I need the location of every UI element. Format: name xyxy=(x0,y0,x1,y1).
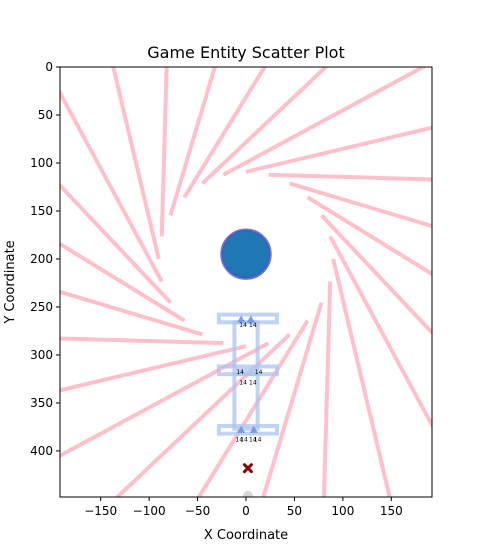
ray-line xyxy=(321,281,333,497)
ray-line xyxy=(261,301,324,497)
ray-line xyxy=(60,344,247,393)
triangle-marker xyxy=(237,425,246,433)
ray-line xyxy=(289,181,432,229)
x-tick-label: 150 xyxy=(380,504,403,518)
point-label: 14 xyxy=(249,380,257,387)
ray-line xyxy=(222,67,428,177)
x-axis-title: X Coordinate xyxy=(204,528,288,543)
y-tick-label: 150 xyxy=(30,204,53,218)
x-tick-label: −50 xyxy=(185,504,210,518)
ray-line xyxy=(114,333,291,497)
ray-line xyxy=(60,289,203,337)
x-tick-label: −150 xyxy=(84,504,117,518)
point-label: 14 xyxy=(235,436,243,443)
x-axis: −150 −100 −50 0 50 100 150 xyxy=(84,497,403,518)
y-tick-label: 200 xyxy=(30,252,53,266)
structure-rect xyxy=(216,423,279,436)
y-tick-label: 0 xyxy=(45,60,53,74)
player-marker xyxy=(220,228,272,280)
ray-line xyxy=(245,125,432,174)
x-tick-label: 100 xyxy=(331,504,354,518)
ray-line xyxy=(268,172,432,182)
y-axis: 0 50 100 150 200 250 300 350 400 xyxy=(30,60,60,458)
y-tick-label: 50 xyxy=(38,108,53,122)
ray-line xyxy=(328,235,432,430)
ghost-marker xyxy=(242,491,253,497)
y-tick-label: 350 xyxy=(30,396,53,410)
point-label: 14 xyxy=(249,322,257,329)
structure-rect xyxy=(232,372,260,431)
point-label: 14 xyxy=(254,436,262,443)
ray-line xyxy=(60,182,172,304)
ray-line xyxy=(159,67,169,237)
ray-line xyxy=(60,88,164,283)
ray-line xyxy=(60,341,270,458)
point-label: 14 xyxy=(255,369,263,376)
ray-line xyxy=(201,67,329,185)
ray-line xyxy=(182,67,268,199)
enemy-marker xyxy=(242,463,253,474)
y-tick-label: 300 xyxy=(30,348,53,362)
y-axis-title: Y Coordinate xyxy=(3,240,18,324)
x-tick-label: −100 xyxy=(133,504,166,518)
triangle-marker xyxy=(249,425,258,433)
structure-rect xyxy=(232,320,260,373)
point-label: 14 xyxy=(236,369,244,376)
y-tick-label: 100 xyxy=(30,156,53,170)
ray-line xyxy=(111,67,161,260)
x-tick-label: 50 xyxy=(287,504,302,518)
triangle-marker xyxy=(246,315,255,323)
chart-title: Game Entity Scatter Plot xyxy=(147,43,344,62)
triangle-marker xyxy=(237,315,246,323)
ray-line xyxy=(306,195,432,277)
point-label: 14 xyxy=(239,380,247,387)
ray-line xyxy=(60,336,224,346)
point-label: 14 xyxy=(249,436,257,443)
ray-line xyxy=(168,67,217,216)
ray-line xyxy=(60,241,186,323)
point-label: 14 xyxy=(240,436,248,443)
ray-line xyxy=(320,213,432,336)
x-tick-label: 0 xyxy=(242,504,250,518)
ray-line xyxy=(331,258,392,497)
y-tick-label: 250 xyxy=(30,300,53,314)
y-tick-label: 400 xyxy=(30,444,53,458)
point-label: 14 xyxy=(239,322,247,329)
